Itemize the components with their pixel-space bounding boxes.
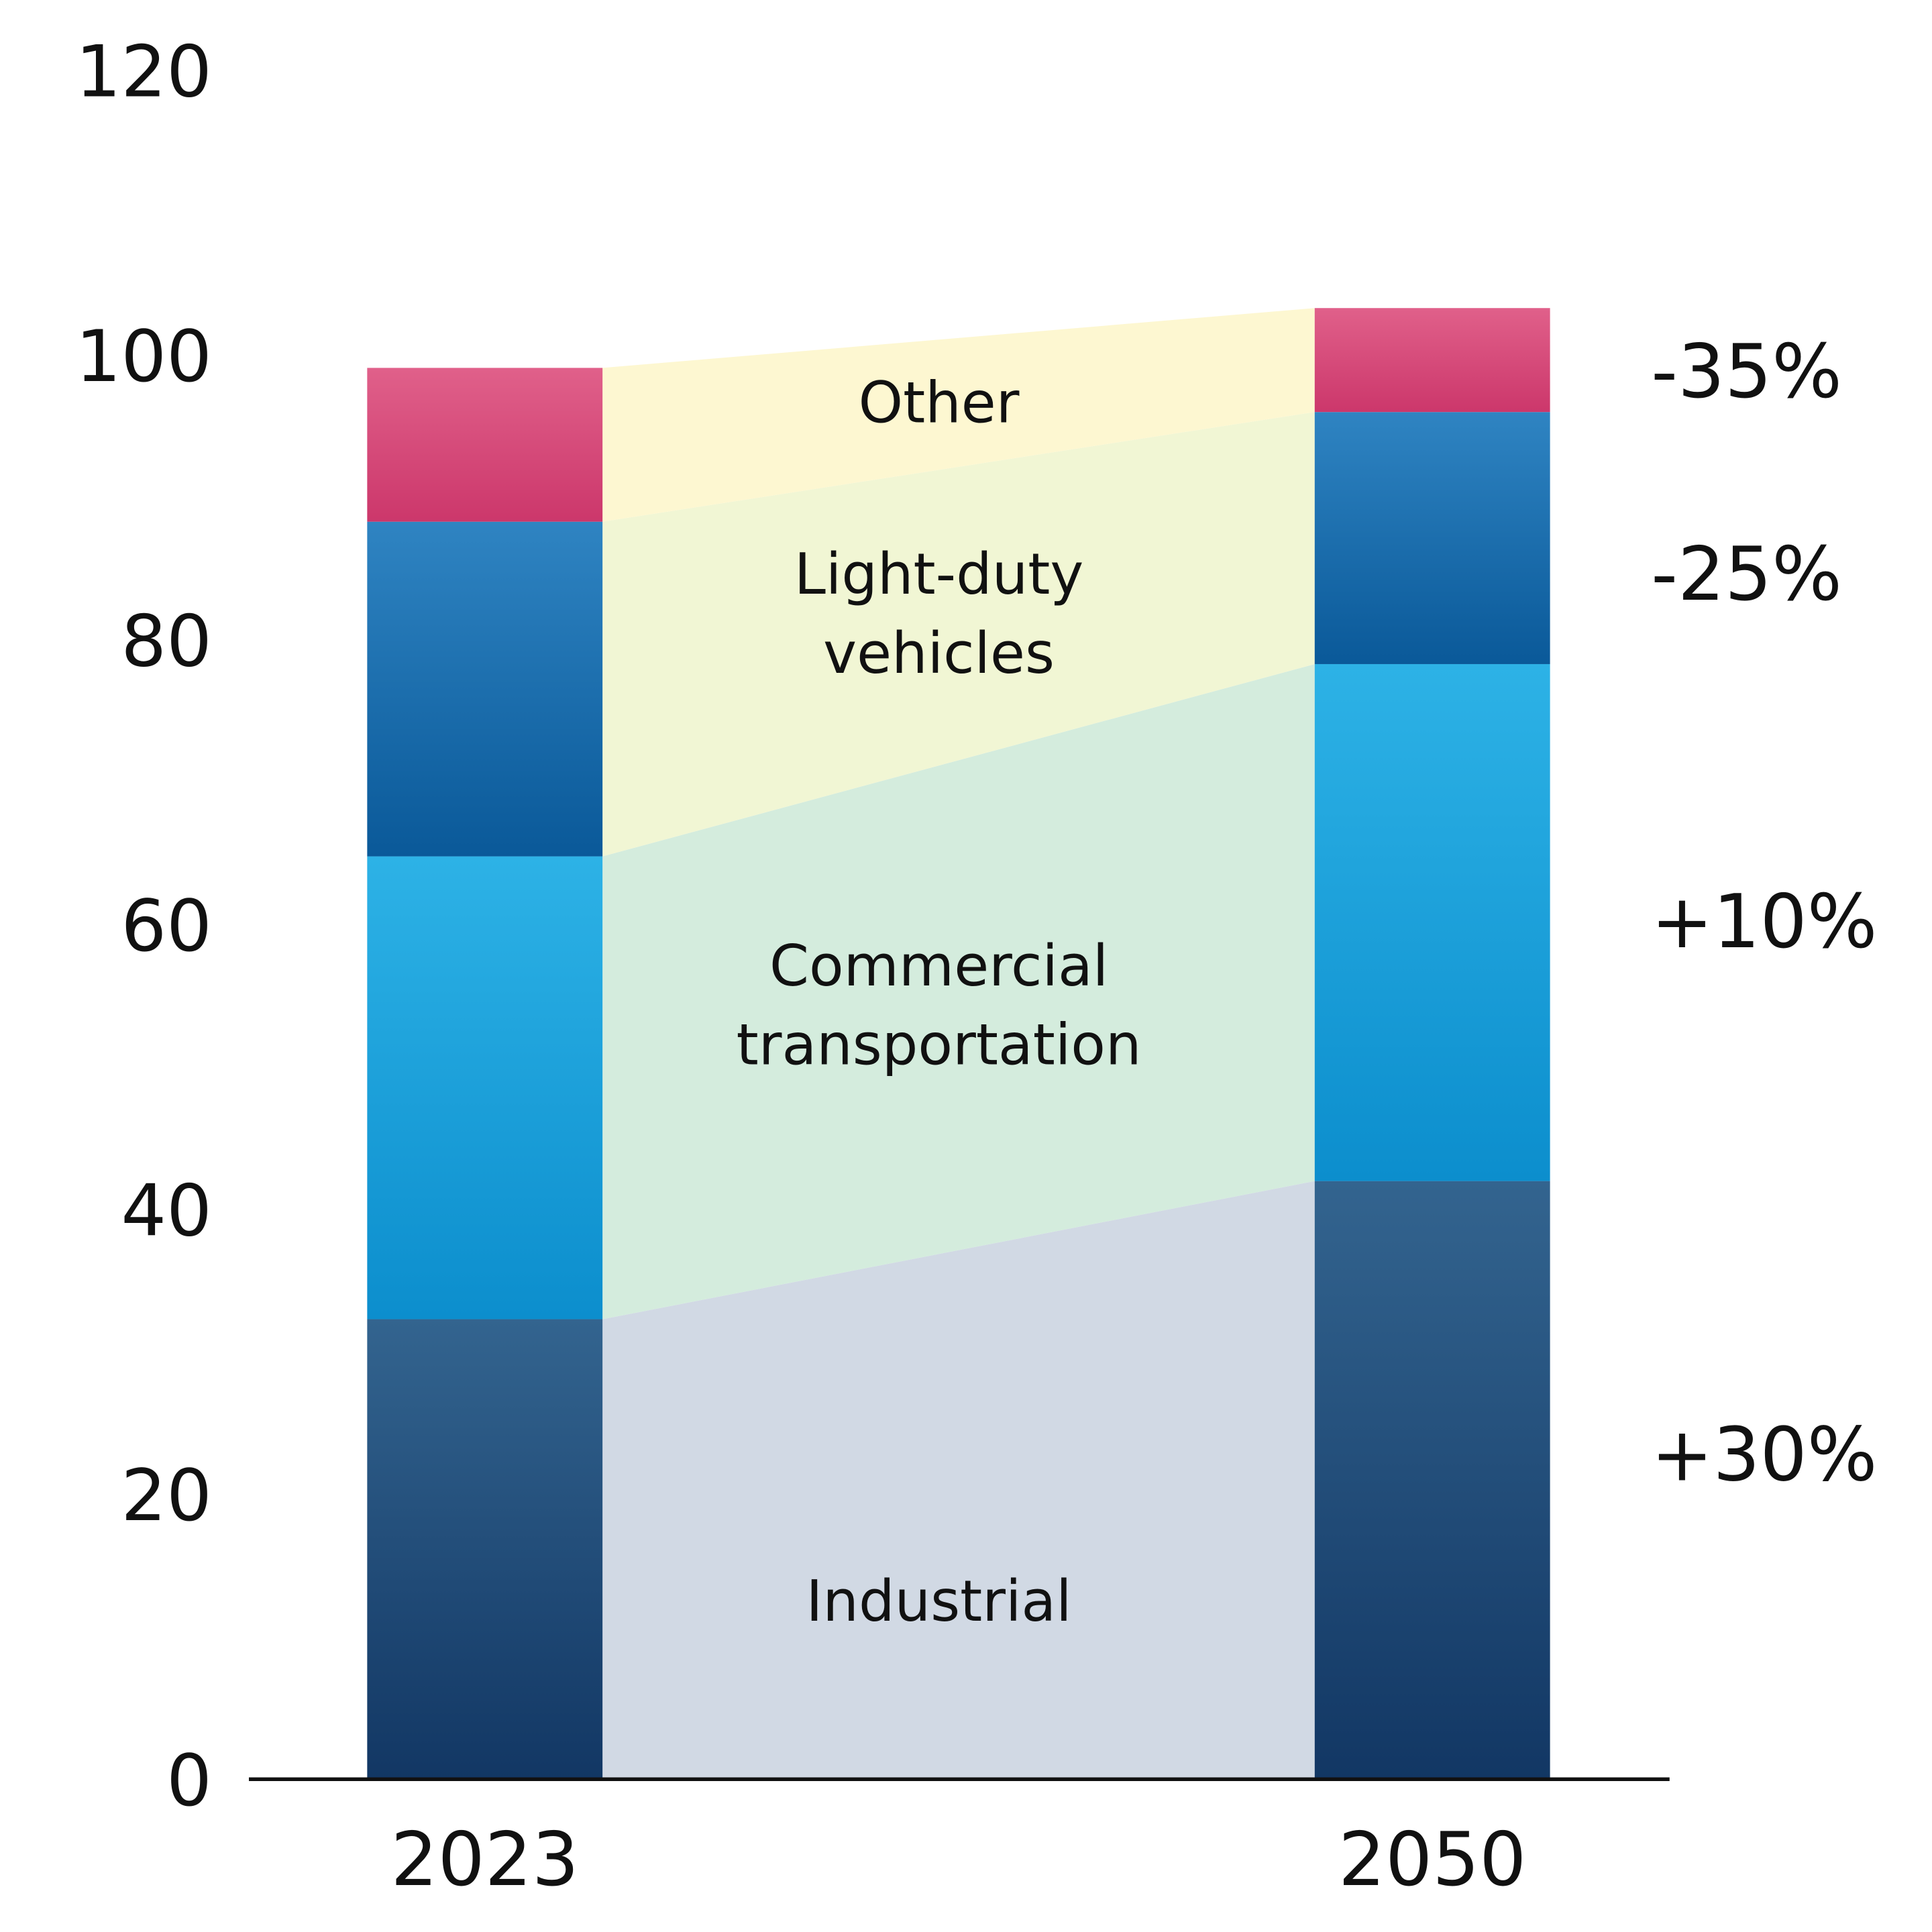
bar-segment-2050-industrial — [1314, 1181, 1550, 1780]
band-other — [602, 308, 1315, 522]
bar-segment-2050-commercial-transportation — [1314, 663, 1550, 1181]
band-labels: Industrial Commercial transportation Light-… — [737, 370, 1142, 1634]
y-tick-label: 40 — [121, 1170, 212, 1253]
band-industrial — [602, 1181, 1315, 1780]
x-category-label: 2023 — [391, 1817, 579, 1902]
band-light-duty-vehicles — [602, 412, 1315, 857]
band-label-other: Other — [859, 370, 1020, 435]
bar-segment-2023-commercial-transportation — [367, 856, 603, 1320]
band-label-commercial-transportation: Commercial transportation — [737, 933, 1142, 1078]
y-tick-label: 60 — [121, 885, 212, 968]
change-label-light-duty-vehicles: -25% — [1651, 531, 1842, 617]
bar-segment-2023-industrial — [367, 1319, 603, 1780]
change-label-other: -35% — [1651, 329, 1842, 415]
band-label-light-duty-vehicles: Light-duty vehicles — [794, 541, 1084, 686]
change-label-commercial-transportation: +10% — [1651, 879, 1877, 965]
bar-segment-2050-other — [1314, 308, 1550, 413]
bar-segment-2050-light-duty-vehicles — [1314, 412, 1550, 664]
bar-segment-2023-light-duty-vehicles — [367, 521, 603, 857]
y-tick-label: 0 — [166, 1739, 212, 1823]
y-tick-label: 120 — [76, 30, 212, 113]
y-tick-label: 100 — [76, 315, 212, 398]
y-tick-label: 20 — [121, 1454, 212, 1538]
change-labels: +30% +10% -25% -35% — [1651, 329, 1877, 1498]
change-label-industrial: +30% — [1651, 1411, 1877, 1497]
y-tick-label: 80 — [121, 600, 212, 683]
bar-segment-2023-other — [367, 368, 603, 522]
bars — [367, 308, 1550, 1780]
y-axis-ticks: 0 20 40 60 80 100 120 — [76, 30, 212, 1823]
bands — [602, 308, 1315, 1780]
x-axis-categories: 2023 2050 — [391, 1817, 1527, 1902]
x-category-label: 2050 — [1338, 1817, 1526, 1902]
band-label-industrial: Industrial — [806, 1568, 1072, 1634]
band-commercial-transportation — [602, 663, 1315, 1320]
